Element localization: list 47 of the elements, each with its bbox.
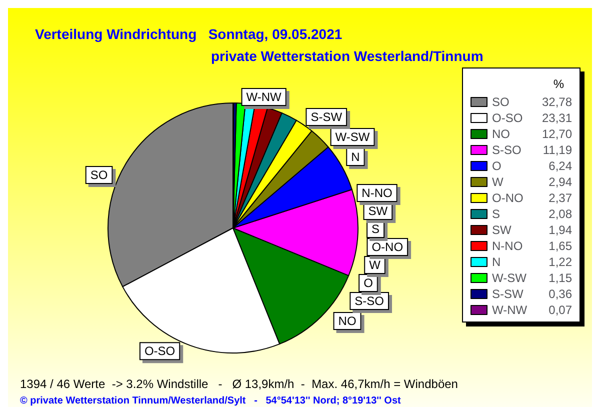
data-label: 1,15 bbox=[548, 271, 572, 285]
legend-label: O-SO bbox=[492, 111, 523, 125]
data-label: 23,31 bbox=[542, 111, 572, 125]
legend-title: % bbox=[553, 77, 564, 91]
category-label: O-NO bbox=[372, 240, 404, 254]
chart-title: Verteilung Windrichtung Sonntag, 09.05.2021 bbox=[35, 26, 342, 42]
slice-label: NO bbox=[338, 314, 356, 328]
data-label: 1,22 bbox=[548, 255, 572, 269]
data-label: 32,78 bbox=[542, 95, 572, 109]
data-label: 11,19 bbox=[542, 143, 572, 157]
legend-label: N-NO bbox=[492, 239, 523, 253]
data-label: 2,94 bbox=[548, 175, 572, 189]
text: 1394 / 46 Werte -> 3.2% Windstille - Ø 13,9km/h - Max. 46,7km/h = Windböen bbox=[20, 377, 458, 391]
data-label: 2,37 bbox=[548, 191, 572, 205]
data-label: 12,70 bbox=[542, 127, 572, 141]
legend-label: SO bbox=[492, 95, 510, 109]
category-label: S bbox=[372, 222, 380, 236]
legend-label: W-SW bbox=[492, 271, 528, 285]
legend-label: W bbox=[492, 175, 504, 189]
data-label: 0,36 bbox=[548, 287, 572, 301]
category-label: S-SO bbox=[354, 294, 384, 308]
data-label: 2,08 bbox=[548, 207, 572, 221]
category-label: W-NW bbox=[246, 90, 282, 104]
legend-label: N bbox=[492, 255, 501, 269]
data-label: 1,94 bbox=[548, 223, 572, 237]
slice-label: O-SO bbox=[144, 344, 176, 358]
legend-label: S-SO bbox=[492, 143, 522, 157]
legend-label: S bbox=[492, 207, 500, 221]
text: © private Wetterstation Tinnum/Westerland/Sylt - 54°54'13'' Nord; 8°19'13'' Ost bbox=[20, 396, 402, 406]
category-label: W-SW bbox=[335, 130, 370, 144]
slice-label: SO bbox=[90, 168, 108, 182]
legend-label: O bbox=[492, 159, 502, 173]
category-label: N-NO bbox=[362, 186, 392, 200]
category-label: N bbox=[351, 150, 360, 164]
legend-label: SW bbox=[492, 223, 512, 237]
category-label: S-SW bbox=[310, 110, 342, 124]
category-label: SW bbox=[368, 204, 388, 218]
legend-label: O-NO bbox=[492, 191, 524, 205]
chart-subtitle: private Wetterstation Westerland/Tinnum bbox=[211, 48, 484, 64]
category-label: O bbox=[364, 276, 373, 290]
legend-label: S-SW bbox=[492, 287, 524, 301]
data-label: 6,24 bbox=[548, 159, 572, 173]
category-label: W bbox=[369, 258, 380, 272]
legend-label: NO bbox=[492, 127, 510, 141]
data-label: 0,07 bbox=[548, 303, 572, 317]
legend-label: W-NW bbox=[492, 303, 528, 317]
data-label: 1,65 bbox=[548, 239, 572, 253]
